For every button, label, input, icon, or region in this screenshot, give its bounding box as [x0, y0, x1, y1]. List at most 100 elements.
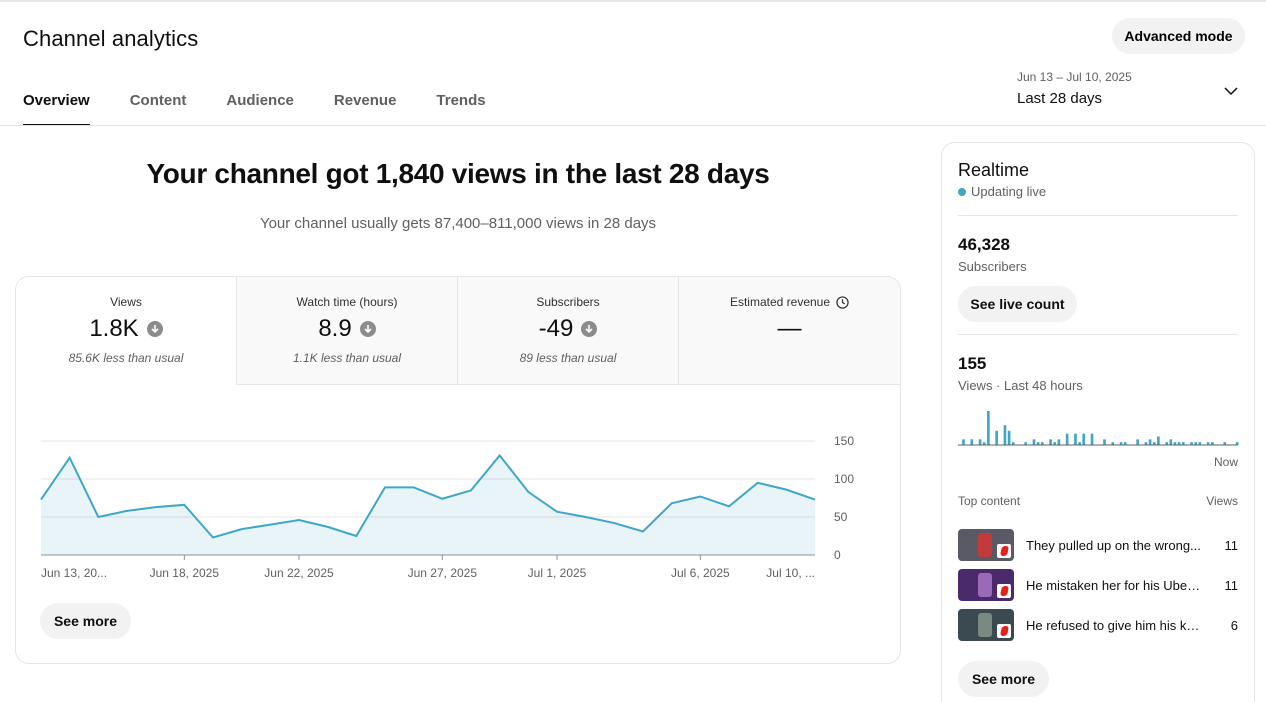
tab-revenue[interactable]: Revenue: [333, 92, 397, 109]
realtime-bar: [1119, 442, 1123, 445]
x-tick-label: Jun 18, 2025: [150, 566, 220, 580]
subscriber-label: Subscribers: [958, 259, 1027, 274]
metric-value: 8.9: [318, 315, 352, 342]
see-more-button[interactable]: See more: [40, 603, 131, 639]
date-range-text: Jun 13 – Jul 10, 2025: [1017, 70, 1132, 84]
live-dot-icon: [958, 187, 966, 196]
realtime-bar: [1032, 439, 1036, 445]
x-tick-label: Jul 10, ...: [766, 566, 815, 580]
video-title: They pulled up on the wrong...: [1026, 537, 1201, 553]
realtime-bar: [1024, 442, 1027, 445]
metric-tabs: Views 1.8K 85.6K less than usual Watch t…: [16, 277, 900, 385]
tabs-divider: [0, 125, 1266, 126]
realtime-bar: [1007, 430, 1011, 445]
metric-value: —: [777, 315, 802, 342]
tab-bar: Overview Content Audience Revenue Trends: [23, 92, 526, 126]
shorts-icon: [997, 624, 1011, 638]
tab-audience[interactable]: Audience: [226, 92, 294, 109]
realtime-bar: [1136, 439, 1139, 445]
metric-label-row: Estimated revenue: [679, 295, 900, 309]
realtime-bar: [1165, 442, 1168, 445]
metric-value-row: -49: [458, 315, 678, 343]
realtime-bar: [982, 442, 986, 445]
top-content-row[interactable]: He mistaken her for his Uber... 11: [958, 569, 1238, 601]
video-title: He refused to give him his ke...: [1026, 617, 1201, 633]
tab-overview[interactable]: Overview: [23, 92, 90, 126]
metric-tab-revenue[interactable]: Estimated revenue —: [679, 277, 900, 385]
top-content-row[interactable]: They pulled up on the wrong... 11: [958, 529, 1238, 561]
realtime-title: Realtime: [958, 160, 1030, 180]
metric-tab-watch-time[interactable]: Watch time (hours) 8.9 1.1K less than us…: [237, 277, 458, 385]
live-status: Updating live: [958, 184, 1046, 199]
tab-content[interactable]: Content: [129, 92, 187, 109]
realtime-bar: [1198, 442, 1202, 445]
divider: [958, 215, 1238, 216]
realtime-bar: [1157, 436, 1160, 445]
x-tick-label: Jul 1, 2025: [528, 566, 587, 580]
video-thumbnail: [958, 569, 1014, 601]
realtime-bar: [1011, 442, 1015, 445]
realtime-bar: [1169, 439, 1173, 445]
video-views: 6: [1230, 617, 1238, 633]
realtime-bar: [970, 439, 974, 445]
realtime-bar: [1103, 439, 1106, 445]
metric-label: Estimated revenue: [729, 295, 831, 309]
views-line-chart: 150 100 50 0 Jun 13, 20... Jun 18, 2025 Jun 22…: [40, 434, 854, 580]
y-tick-label: 0: [834, 548, 841, 562]
realtime-bar: [1049, 439, 1052, 445]
metric-value-row: 8.9: [237, 315, 457, 343]
video-views: 11: [1224, 537, 1239, 553]
shorts-icon: [997, 544, 1011, 558]
subscriber-count: 46,328: [958, 235, 1010, 254]
realtime-bar: [1235, 442, 1239, 445]
series-area: [41, 455, 815, 555]
metric-tab-views[interactable]: Views 1.8K 85.6K less than usual: [16, 277, 237, 385]
metric-label: Watch time (hours): [296, 295, 398, 309]
y-tick-label: 100: [834, 472, 854, 486]
realtime-bar: [1057, 439, 1061, 445]
metric-note: 89 less than usual: [519, 351, 617, 365]
advanced-mode-button[interactable]: Advanced mode: [1112, 18, 1245, 54]
realtime-panel: Realtime Updating live 46,328 Subscriber…: [941, 142, 1255, 702]
x-tick-label: Jun 13, 20...: [41, 566, 107, 580]
shorts-icon: [997, 584, 1011, 598]
realtime-bar: [1173, 442, 1177, 445]
see-live-count-button[interactable]: See live count: [958, 286, 1077, 322]
realtime-bar: [962, 439, 965, 445]
realtime-bar: [1210, 442, 1214, 445]
metric-tab-subscribers[interactable]: Subscribers -49 89 less than usual: [458, 277, 679, 385]
metric-label: Subscribers: [536, 295, 600, 309]
top-content-row[interactable]: He refused to give him his ke... 6: [958, 609, 1238, 641]
realtime-bar: [1190, 442, 1193, 445]
views-headline: Your channel got 1,840 views in the last…: [146, 158, 770, 189]
top-content-label: Top content: [958, 494, 1021, 508]
date-range-preset: Last 28 days: [1017, 90, 1103, 107]
realtime-bar: [1082, 433, 1086, 445]
series-line: [40, 453, 816, 539]
metric-value-row: —: [679, 315, 900, 343]
metric-value: -49: [538, 315, 574, 342]
realtime-bar: [1111, 442, 1115, 445]
realtime-bar: [1040, 442, 1044, 445]
realtime-bar: [1078, 442, 1081, 445]
chevron-down-icon[interactable]: [1224, 84, 1238, 98]
realtime-bar: [1036, 442, 1040, 445]
arrow-down-icon: [581, 321, 598, 337]
now-label: Now: [1214, 455, 1239, 469]
tab-trends[interactable]: Trends: [436, 92, 486, 109]
live-status-text: Updating live: [971, 184, 1047, 199]
see-more-top-content-button[interactable]: See more: [958, 661, 1049, 697]
clock-icon: [836, 295, 849, 309]
video-title: He mistaken her for his Uber...: [1026, 577, 1201, 593]
arrow-down-icon: [359, 321, 376, 337]
y-tick-label: 150: [834, 434, 854, 448]
realtime-views-count: 155: [958, 354, 987, 373]
top-content-header: Top content Views: [958, 494, 1238, 508]
date-range-picker[interactable]: Jun 13 – Jul 10, 2025 Last 28 days: [1017, 70, 1247, 112]
realtime-bar: [1148, 439, 1152, 445]
realtime-bar: [1223, 442, 1227, 445]
top-border: [0, 0, 1266, 2]
x-tick-label: Jun 22, 2025: [264, 566, 334, 580]
arrow-down-icon: [146, 321, 163, 337]
realtime-bar: [1194, 442, 1198, 445]
